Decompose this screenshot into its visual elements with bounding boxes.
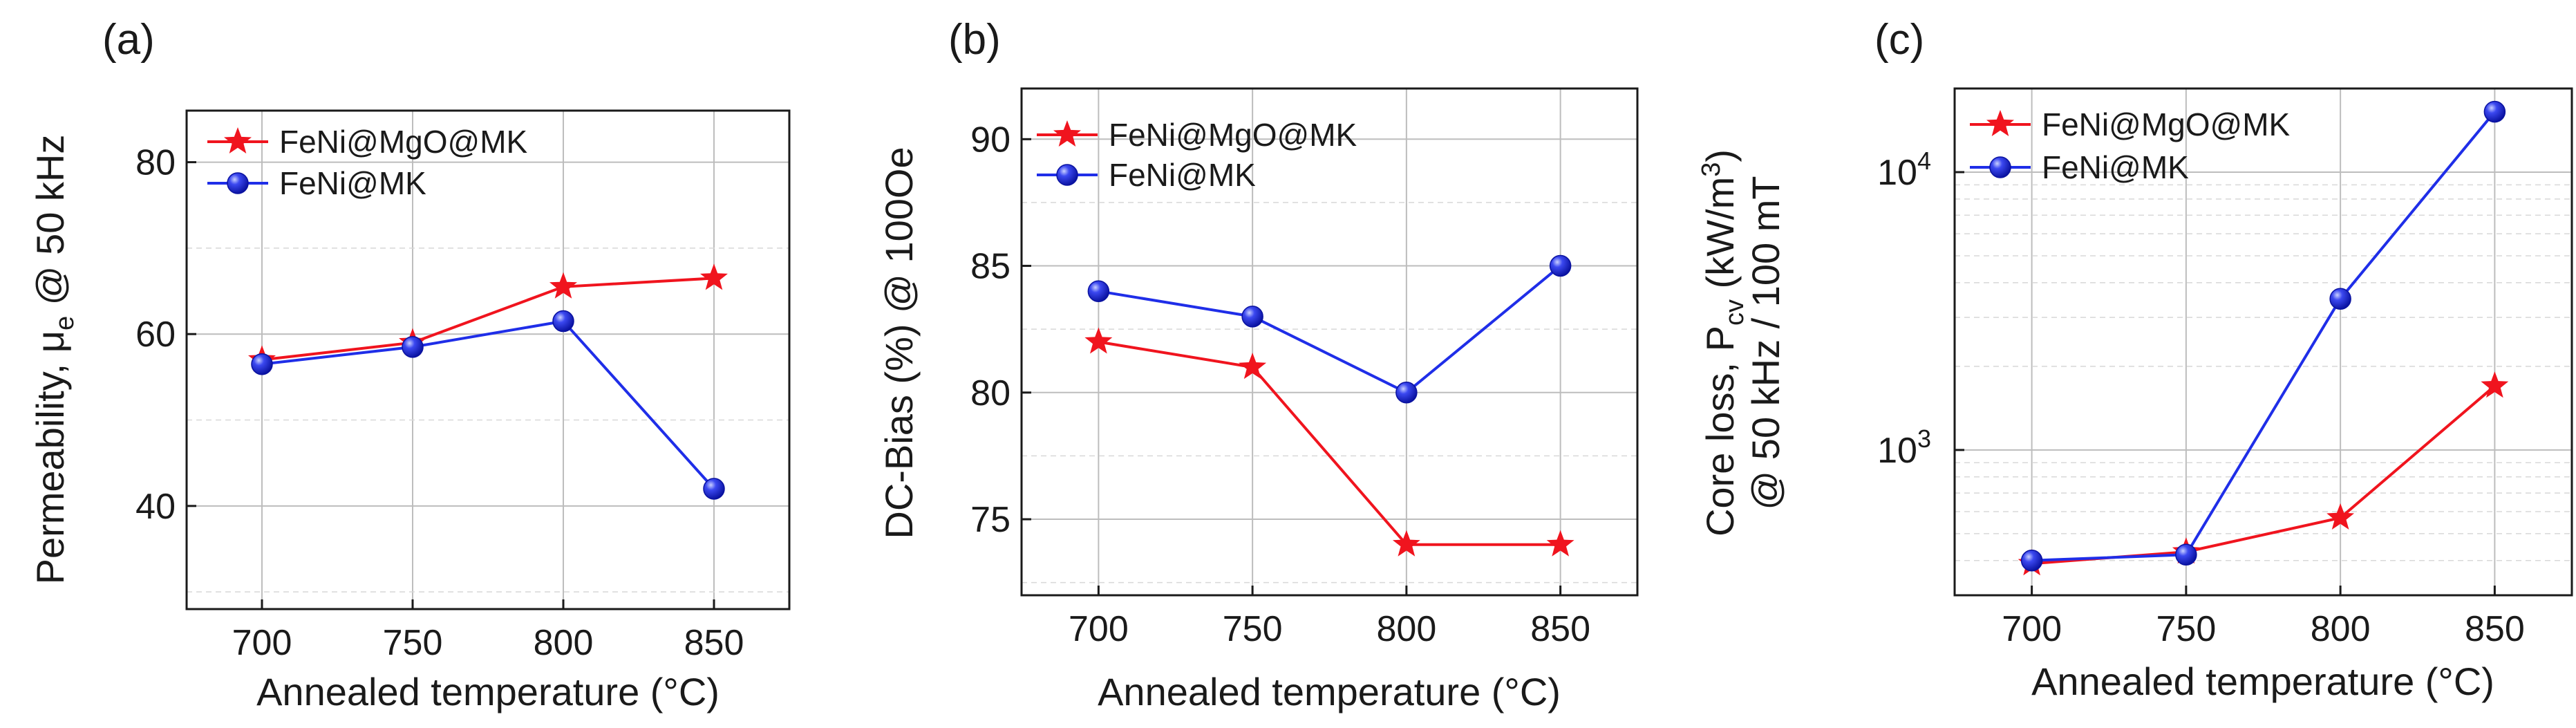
y-axis-title-a: Permeability, μe @ 50 kHz bbox=[28, 135, 79, 585]
legend-marker-mgo-c bbox=[1986, 110, 2014, 136]
gridlines-a bbox=[187, 111, 789, 609]
x-tick-label-b: 800 bbox=[1376, 609, 1436, 649]
series-line-mgo-c bbox=[2031, 384, 2496, 566]
plot-area-a bbox=[248, 263, 728, 500]
x-tick-label-a: 750 bbox=[383, 623, 443, 663]
series-line-mgo-a bbox=[261, 277, 715, 362]
y-tick-label-b: 80 bbox=[970, 373, 1010, 413]
data-point-mgo-b bbox=[1546, 530, 1574, 557]
x-tick-label-c: 850 bbox=[2465, 609, 2525, 649]
data-point-mgo-c bbox=[2481, 371, 2509, 398]
panel-label-b: (b) bbox=[948, 16, 1001, 64]
data-point-mgo-b bbox=[1392, 530, 1420, 557]
panel-label-c: (c) bbox=[1874, 16, 1924, 64]
y-tick-label-c: 104 bbox=[1877, 147, 1931, 193]
legend-b: FeNi@MgO@MK FeNi@MK bbox=[1037, 117, 1357, 193]
panel-label-a: (a) bbox=[102, 16, 155, 64]
data-point-mk-b bbox=[1395, 382, 1418, 404]
y-tick-label-b: 75 bbox=[970, 500, 1010, 540]
plot-area-c bbox=[2018, 100, 2509, 576]
legend-label-mk-b: FeNi@MK bbox=[1109, 157, 1256, 193]
y-ticks-b: 75 80 85 90 bbox=[970, 120, 1031, 540]
x-ticks-a: 700 750 800 850 bbox=[232, 599, 744, 663]
x-tick-label-b: 850 bbox=[1530, 609, 1590, 649]
x-tick-label-a: 700 bbox=[232, 623, 292, 663]
x-tick-label-c: 750 bbox=[2156, 609, 2216, 649]
chart-c: (c) 103 104 700 750 800 850 Annealed tempera… bbox=[1697, 16, 2573, 703]
y-ticks-c: 103 104 bbox=[1877, 147, 1964, 471]
legend-a: FeNi@MgO@MK FeNi@MK bbox=[207, 124, 528, 201]
y-tick-label-c: 103 bbox=[1877, 424, 1931, 471]
legend-label-mk-a: FeNi@MK bbox=[279, 165, 426, 201]
axes-frame-c bbox=[1953, 87, 2573, 597]
gridlines-c bbox=[1955, 88, 2572, 595]
axes-frame-b bbox=[1020, 87, 1639, 597]
series-line-mgo-b bbox=[1098, 340, 1561, 546]
y-tick-label-b: 90 bbox=[970, 120, 1010, 160]
legend-marker-mk-b bbox=[1056, 164, 1078, 186]
x-tick-label-a: 800 bbox=[534, 623, 594, 663]
x-ticks-b: 700 750 800 850 bbox=[1069, 586, 1590, 649]
data-point-mgo-c bbox=[2326, 503, 2355, 530]
y-axis-title-b: DC-Bias (%) @ 100Oe bbox=[877, 147, 921, 539]
y-ticks-a: 40 60 80 bbox=[135, 143, 196, 527]
data-point-mk-a bbox=[703, 478, 725, 500]
legend-label-mgo-c: FeNi@MgO@MK bbox=[2042, 106, 2291, 142]
y-tick-label-a: 80 bbox=[135, 143, 176, 183]
gridlines-b bbox=[1022, 88, 1637, 595]
legend-label-mk-c: FeNi@MK bbox=[2042, 149, 2189, 185]
legend-marker-mgo-b bbox=[1053, 120, 1081, 147]
data-point-mgo-b bbox=[1239, 353, 1267, 380]
chart-a: (a) 40 60 80 700 750 800 850 Annealed tempera… bbox=[28, 16, 791, 713]
data-point-mk-b bbox=[1241, 306, 1263, 328]
x-tick-label-b: 700 bbox=[1069, 609, 1129, 649]
x-tick-label-c: 800 bbox=[2311, 609, 2371, 649]
y-axis-title-c-line1: Core loss, Pcv (kW/m3) bbox=[1697, 149, 1749, 536]
y-axis-title-c-line2: @ 50 kHz / 100 mT bbox=[1744, 176, 1787, 510]
y-tick-label-a: 60 bbox=[135, 315, 176, 355]
data-point-mk-c bbox=[2329, 288, 2351, 310]
data-point-mk-a bbox=[552, 310, 574, 333]
x-tick-label-b: 750 bbox=[1223, 609, 1283, 649]
data-point-mk-c bbox=[2175, 543, 2197, 566]
legend-marker-mgo-a bbox=[224, 127, 252, 153]
plot-area-b bbox=[1084, 254, 1574, 557]
series-line-mk-c bbox=[2031, 111, 2496, 562]
data-point-mk-a bbox=[251, 353, 273, 375]
data-point-mk-c bbox=[2483, 100, 2506, 123]
data-point-mgo-a bbox=[549, 272, 577, 299]
y-tick-label-b: 85 bbox=[970, 247, 1010, 287]
data-point-mk-c bbox=[2020, 550, 2043, 572]
axes-frame-a bbox=[185, 109, 791, 610]
chart-b: (b) 75 80 85 90 700 750 800 850 Annealed tempe… bbox=[877, 16, 1639, 713]
data-point-mk-b bbox=[1549, 254, 1572, 277]
x-axis-title-c: Annealed temperature (°C) bbox=[2031, 660, 2494, 703]
x-tick-label-c: 700 bbox=[2002, 609, 2062, 649]
series-line-mk-b bbox=[1098, 265, 1561, 395]
data-point-mgo-b bbox=[1084, 327, 1113, 354]
x-axis-title-b: Annealed temperature (°C) bbox=[1098, 670, 1561, 713]
data-point-mk-a bbox=[402, 336, 424, 358]
legend-label-mgo-a: FeNi@MgO@MK bbox=[279, 124, 528, 160]
y-tick-label-a: 40 bbox=[135, 487, 176, 527]
series-line-mk-a bbox=[261, 319, 715, 490]
x-tick-label-a: 850 bbox=[684, 623, 744, 663]
legend-c: FeNi@MgO@MK FeNi@MK bbox=[1970, 106, 2291, 185]
data-point-mk-b bbox=[1087, 280, 1110, 302]
x-ticks-c: 700 750 800 850 bbox=[2002, 586, 2525, 649]
legend-marker-mk-a bbox=[227, 172, 249, 194]
legend-label-mgo-b: FeNi@MgO@MK bbox=[1109, 117, 1357, 153]
legend-marker-mk-c bbox=[1989, 156, 2011, 178]
x-axis-title-a: Annealed temperature (°C) bbox=[256, 670, 720, 713]
data-point-mgo-a bbox=[700, 263, 728, 290]
